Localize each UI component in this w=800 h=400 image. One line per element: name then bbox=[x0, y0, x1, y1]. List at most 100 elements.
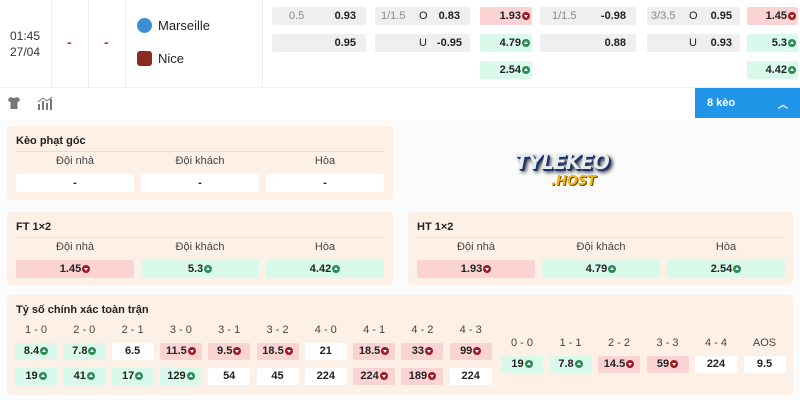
odds-column: Đội nhà 1.93 bbox=[417, 239, 535, 278]
arrow-up-icon bbox=[522, 66, 530, 74]
column-label: Hòa bbox=[314, 241, 336, 253]
odds-cell[interactable]: 4.42 bbox=[266, 260, 384, 278]
score-label: 4 - 2 bbox=[411, 324, 434, 336]
score-odds[interactable]: 21 bbox=[304, 343, 347, 360]
score-odds[interactable]: 99 bbox=[449, 343, 492, 360]
score-odds[interactable]: 224 bbox=[695, 356, 737, 373]
score-odds[interactable]: 17 bbox=[111, 368, 154, 385]
odds-value: 54 bbox=[223, 370, 236, 382]
panel-title: Kèo phạt góc bbox=[16, 135, 86, 147]
odds-value: 41 bbox=[73, 370, 86, 382]
ft-1x2-odds[interactable]: 4.42 bbox=[747, 61, 798, 79]
score-odds[interactable]: 19 bbox=[15, 368, 57, 385]
ht-1x2-odds[interactable]: 2.54 bbox=[480, 61, 532, 79]
score-odds[interactable]: 9.5 bbox=[743, 356, 786, 373]
arrow-down-icon bbox=[425, 347, 434, 356]
odds-column: Đội khách 4.79 bbox=[542, 239, 660, 278]
ht-hdp-away[interactable]: 0.88 bbox=[540, 34, 636, 52]
score-odds[interactable]: 18.5 bbox=[256, 343, 299, 360]
score-odds[interactable]: 14.5 bbox=[598, 356, 640, 373]
divider bbox=[16, 151, 384, 152]
score-odds[interactable]: 224 bbox=[304, 368, 347, 385]
score-column: 4 - 2 33 189 bbox=[401, 324, 444, 385]
odds-column: Hòa 4.42 bbox=[266, 239, 384, 278]
score-odds[interactable]: 9.5 bbox=[208, 343, 251, 360]
odds-value: 6.5 bbox=[124, 345, 141, 357]
ft-1x2-panel: FT 1×2 Đội nhà 1.45 Đội khách 5.3 Hòa 4.42 bbox=[7, 212, 393, 285]
correct-score-panel: Tỷ số chính xác toàn trận 1 - 0 8.4 19 2 - … bbox=[7, 295, 793, 395]
more-odds-button[interactable]: 8 kèo ︿ bbox=[695, 88, 800, 118]
panel-title: Tỷ số chính xác toàn trận bbox=[16, 304, 149, 316]
shirt-icon[interactable] bbox=[7, 96, 21, 110]
score-odds[interactable]: 59 bbox=[646, 356, 689, 373]
ht-hdp-home[interactable]: 1/1.5 -0.98 bbox=[540, 7, 636, 25]
toolbar bbox=[0, 88, 800, 120]
score-odds[interactable]: 45 bbox=[256, 368, 299, 385]
column-label: Đội nhà bbox=[457, 241, 495, 253]
ft-ou-under[interactable]: U -0.95 bbox=[375, 34, 470, 52]
ht-ou-under[interactable]: U 0.93 bbox=[647, 34, 740, 52]
score-label: 4 - 4 bbox=[704, 337, 727, 349]
odds-cell[interactable]: - bbox=[141, 174, 259, 192]
arrow-down-icon bbox=[379, 372, 388, 381]
score-odds[interactable]: 8.4 bbox=[15, 343, 57, 360]
score-odds[interactable]: 18.5 bbox=[353, 343, 396, 360]
arrow-up-icon bbox=[788, 39, 796, 47]
match-time: 01:45 27/04 bbox=[9, 29, 41, 59]
arrow-up-icon bbox=[522, 39, 530, 47]
score-odds[interactable]: 41 bbox=[63, 368, 106, 385]
odds-value: 9.5 bbox=[217, 345, 233, 357]
score-column: 4 - 0 21 224 bbox=[304, 324, 347, 385]
arrow-down-icon bbox=[381, 347, 390, 356]
ht-1x2-odds[interactable]: 1.93 bbox=[480, 7, 532, 25]
away-team[interactable]: Nice bbox=[137, 51, 184, 66]
odds-cell[interactable]: 5.3 bbox=[141, 260, 259, 278]
arrow-down-icon bbox=[284, 347, 293, 356]
odds-cell[interactable]: - bbox=[266, 174, 384, 192]
ft-1x2-odds[interactable]: 5.3 bbox=[747, 34, 798, 52]
ft-1x2-odds[interactable]: 1.45 bbox=[747, 7, 798, 25]
odds-column: Hòa - bbox=[266, 153, 384, 192]
ft-hdp-home[interactable]: 0.5 0.93 bbox=[272, 7, 366, 25]
score-odds[interactable]: 7.8 bbox=[549, 356, 592, 373]
ht-1x2-odds[interactable]: 4.79 bbox=[480, 34, 532, 52]
score-column: 2 - 2 14.5 bbox=[598, 337, 640, 373]
stats-icon[interactable] bbox=[37, 96, 53, 110]
odds-value: 224 bbox=[706, 358, 726, 370]
score-odds[interactable]: 33 bbox=[401, 343, 444, 360]
home-team[interactable]: Marseille bbox=[137, 18, 210, 33]
score-label: 3 - 2 bbox=[266, 324, 289, 336]
score-column: 2 - 1 6.5 17 bbox=[111, 324, 154, 385]
score-odds[interactable]: 6.5 bbox=[111, 343, 154, 360]
odds-cell[interactable]: 1.93 bbox=[417, 260, 535, 278]
score-label: 1 - 0 bbox=[24, 324, 47, 336]
ft-ou-over[interactable]: 1/1.5 O 0.83 bbox=[375, 7, 470, 25]
odds-value: 1.45 bbox=[765, 10, 787, 22]
score-label: 2 - 1 bbox=[121, 324, 144, 336]
score-label: 4 - 0 bbox=[314, 324, 337, 336]
arrow-down-icon bbox=[187, 347, 196, 356]
column-label: Đội khách bbox=[175, 155, 225, 167]
odds-value: 33 bbox=[411, 345, 425, 357]
odds-value: - bbox=[73, 177, 77, 189]
score-odds[interactable]: 189 bbox=[401, 368, 444, 385]
odds-value: 9.5 bbox=[756, 358, 773, 370]
odds-cell[interactable]: - bbox=[16, 174, 134, 192]
score-column: 3 - 1 9.5 54 bbox=[208, 324, 251, 385]
arrow-down-icon bbox=[626, 360, 635, 369]
match-row: 01:45 27/04 - - Marseille Nice 0.5 0.93 0.… bbox=[0, 0, 800, 88]
score-odds[interactable]: 129 bbox=[159, 368, 202, 385]
score-odds[interactable]: 224 bbox=[449, 368, 492, 385]
odds-cell[interactable]: 2.54 bbox=[667, 260, 785, 278]
odds-cell[interactable]: 1.45 bbox=[16, 260, 134, 278]
score-odds[interactable]: 7.8 bbox=[63, 343, 106, 360]
ht-ou-over[interactable]: 3/3.5 O 0.95 bbox=[647, 7, 740, 25]
score-odds[interactable]: 54 bbox=[208, 368, 251, 385]
score-odds[interactable]: 224 bbox=[353, 368, 396, 385]
score-odds[interactable]: 11.5 bbox=[159, 343, 202, 360]
score-odds[interactable]: 19 bbox=[501, 356, 543, 373]
score-column: 2 - 0 7.8 41 bbox=[63, 324, 106, 385]
odds-cell[interactable]: 4.79 bbox=[542, 260, 660, 278]
ft-hdp-away[interactable]: 0.95 bbox=[272, 34, 366, 52]
score-column: 4 - 3 99 224 bbox=[449, 324, 492, 385]
